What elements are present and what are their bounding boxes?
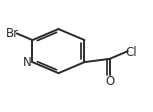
Text: Br: Br bbox=[6, 27, 19, 40]
Text: N: N bbox=[23, 56, 32, 68]
Text: O: O bbox=[105, 74, 114, 87]
Text: Cl: Cl bbox=[126, 45, 137, 58]
